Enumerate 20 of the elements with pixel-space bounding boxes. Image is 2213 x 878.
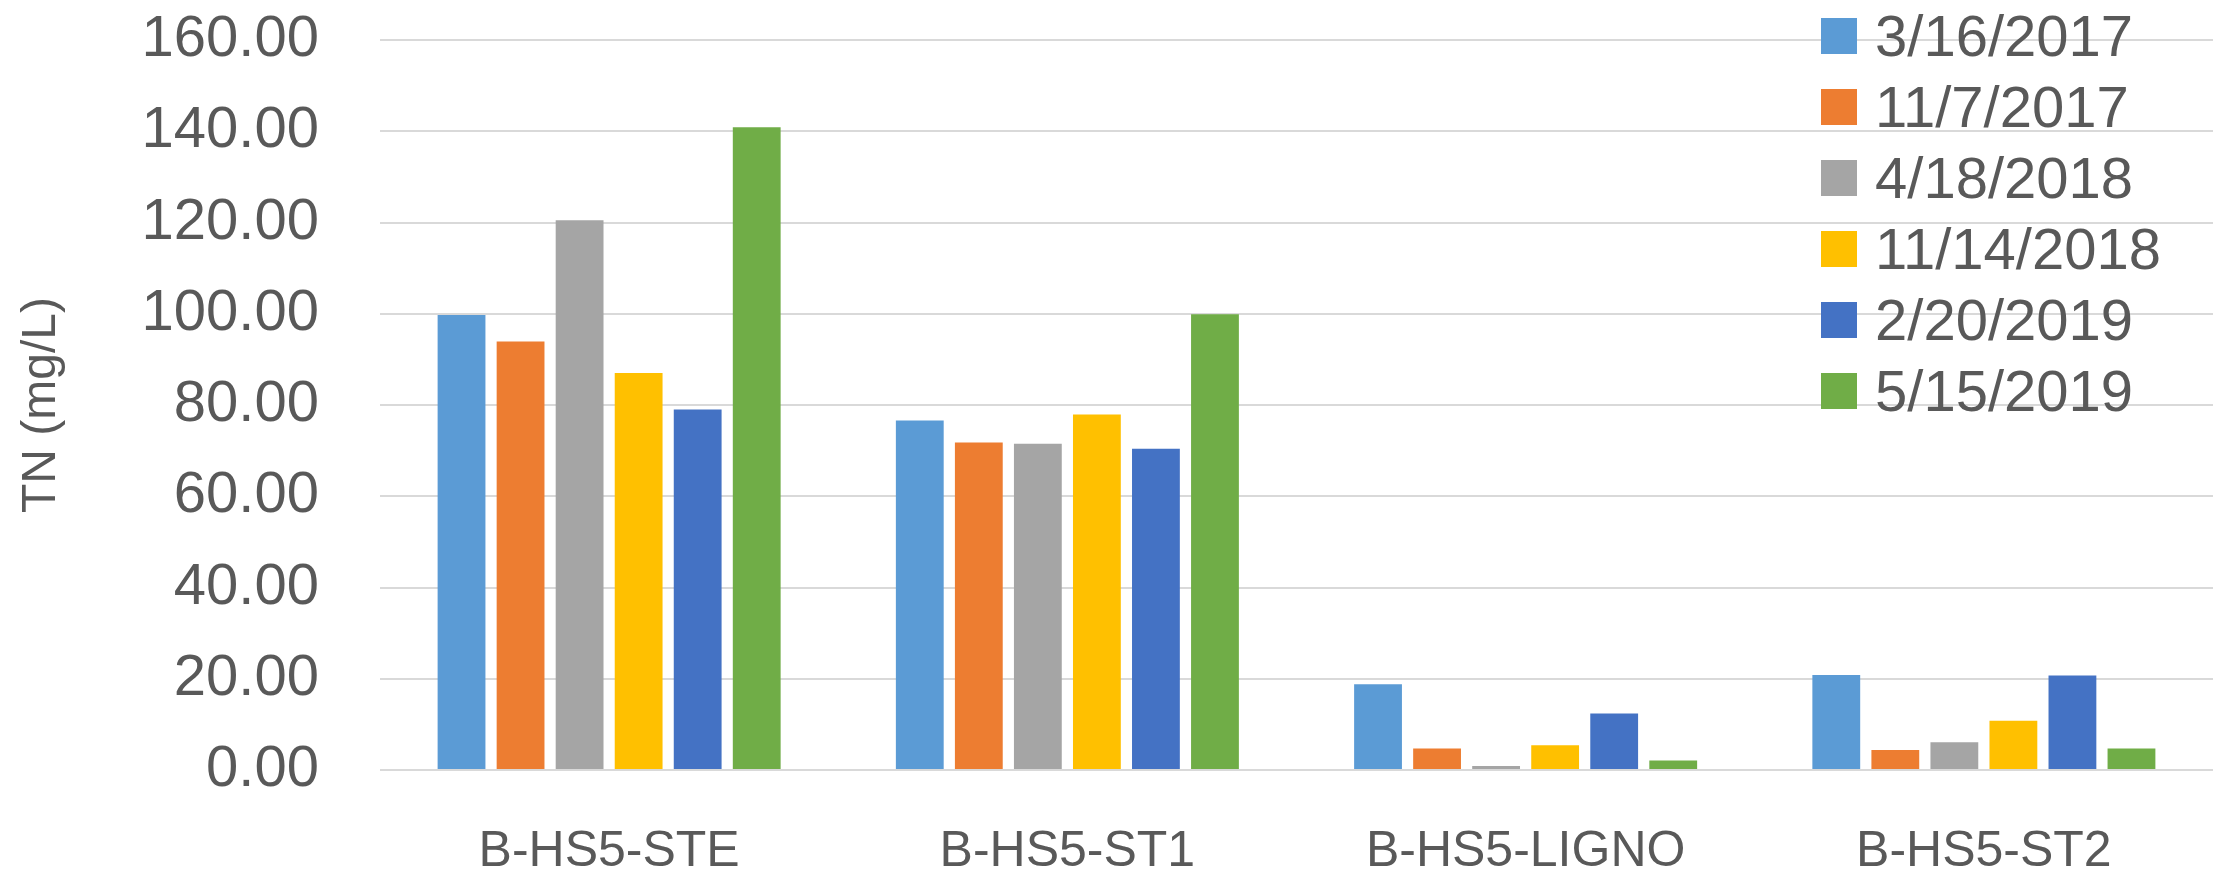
y-tick-label: 100.00 (141, 276, 319, 342)
y-axis-title: TN (mg/L) (12, 297, 66, 513)
x-tick-label: B-HS5-ST1 (939, 820, 1196, 877)
x-tick-label: B-HS5-LIGNO (1365, 820, 1686, 877)
legend-label: 5/15/2019 (1875, 357, 2134, 423)
x-tick-label: B-HS5-STE (478, 820, 740, 877)
legend-label: 3/16/2017 (1875, 2, 2134, 68)
legend-label: 4/18/2018 (1875, 144, 2134, 210)
y-tick-label: 40.00 (173, 550, 319, 616)
legend-label: 11/14/2018 (1875, 215, 2161, 281)
legend-label: 11/7/2017 (1875, 73, 2129, 139)
y-tick-label: 120.00 (141, 185, 319, 251)
y-tick-label: 140.00 (141, 94, 319, 160)
y-tick-label: 20.00 (173, 641, 319, 707)
legend-label: 2/20/2019 (1875, 286, 2134, 352)
y-tick-label: 160.00 (141, 3, 319, 68)
y-tick-label: 0.00 (206, 733, 319, 798)
y-tick-label: 80.00 (173, 368, 319, 433)
x-tick-label: B-HS5-ST2 (1856, 820, 2112, 877)
y-tick-label: 60.00 (173, 459, 319, 525)
